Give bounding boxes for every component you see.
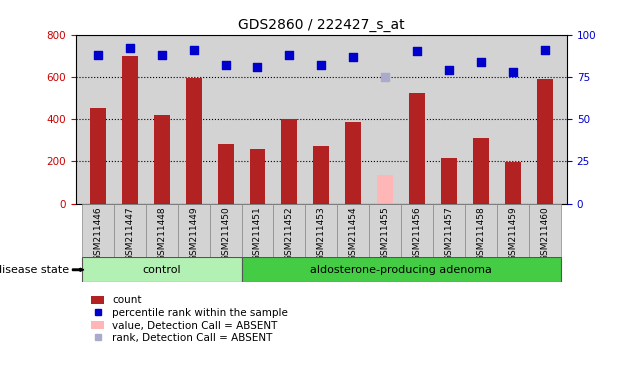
Text: GSM211458: GSM211458 [476, 206, 485, 261]
Point [476, 58, 486, 65]
Point [253, 64, 263, 70]
Bar [122, 56, 138, 204]
Text: GSM211451: GSM211451 [253, 206, 262, 261]
Title: GDS2860 / 222427_s_at: GDS2860 / 222427_s_at [238, 18, 404, 32]
Bar [217, 144, 234, 204]
Point [444, 67, 454, 73]
Bar [505, 162, 521, 204]
Text: GSM211456: GSM211456 [413, 206, 421, 261]
Text: GSM211447: GSM211447 [125, 206, 134, 261]
Bar [241, 204, 273, 257]
Bar [537, 79, 553, 204]
Bar [273, 204, 306, 257]
Point [348, 53, 358, 60]
Text: GSM211450: GSM211450 [221, 206, 230, 261]
Text: GSM211446: GSM211446 [93, 206, 103, 261]
Bar [313, 146, 329, 204]
Point [93, 52, 103, 58]
Text: GSM211448: GSM211448 [158, 206, 166, 261]
Bar [465, 204, 497, 257]
Point [125, 45, 135, 51]
Bar [306, 204, 337, 257]
Bar [241, 257, 561, 282]
Point [188, 47, 198, 53]
Point [412, 48, 422, 55]
Bar [401, 204, 433, 257]
Bar [369, 204, 401, 257]
Text: GSM211453: GSM211453 [317, 206, 326, 261]
Bar [114, 204, 146, 257]
Bar [433, 204, 465, 257]
Text: GSM211460: GSM211460 [540, 206, 549, 261]
Bar [146, 204, 178, 257]
Bar [186, 78, 202, 204]
Bar [441, 158, 457, 204]
Bar [210, 204, 241, 257]
Point [540, 47, 550, 53]
Bar [529, 204, 561, 257]
Bar [249, 149, 265, 204]
Point [316, 62, 326, 68]
Text: GSM211457: GSM211457 [444, 206, 454, 261]
Bar [282, 119, 297, 204]
Point [220, 62, 231, 68]
Bar [154, 115, 169, 204]
Bar [82, 204, 114, 257]
Bar [82, 257, 241, 282]
Bar [473, 139, 489, 204]
Text: GSM211454: GSM211454 [349, 206, 358, 261]
Bar [90, 109, 106, 204]
Bar [345, 122, 361, 204]
Text: GSM211449: GSM211449 [189, 206, 198, 261]
Text: aldosterone-producing adenoma: aldosterone-producing adenoma [310, 265, 492, 275]
Bar [377, 175, 393, 204]
Bar [409, 93, 425, 204]
Point [508, 69, 518, 75]
Point [284, 52, 294, 58]
Bar [497, 204, 529, 257]
Bar [337, 204, 369, 257]
Point [380, 74, 390, 80]
Text: GSM211455: GSM211455 [381, 206, 389, 261]
Point [157, 52, 167, 58]
Text: control: control [142, 265, 181, 275]
Text: GSM211452: GSM211452 [285, 206, 294, 261]
Bar [178, 204, 210, 257]
Text: GSM211459: GSM211459 [508, 206, 517, 261]
Text: disease state: disease state [0, 265, 69, 275]
Legend: count, percentile rank within the sample, value, Detection Call = ABSENT, rank, : count, percentile rank within the sample… [87, 291, 292, 348]
